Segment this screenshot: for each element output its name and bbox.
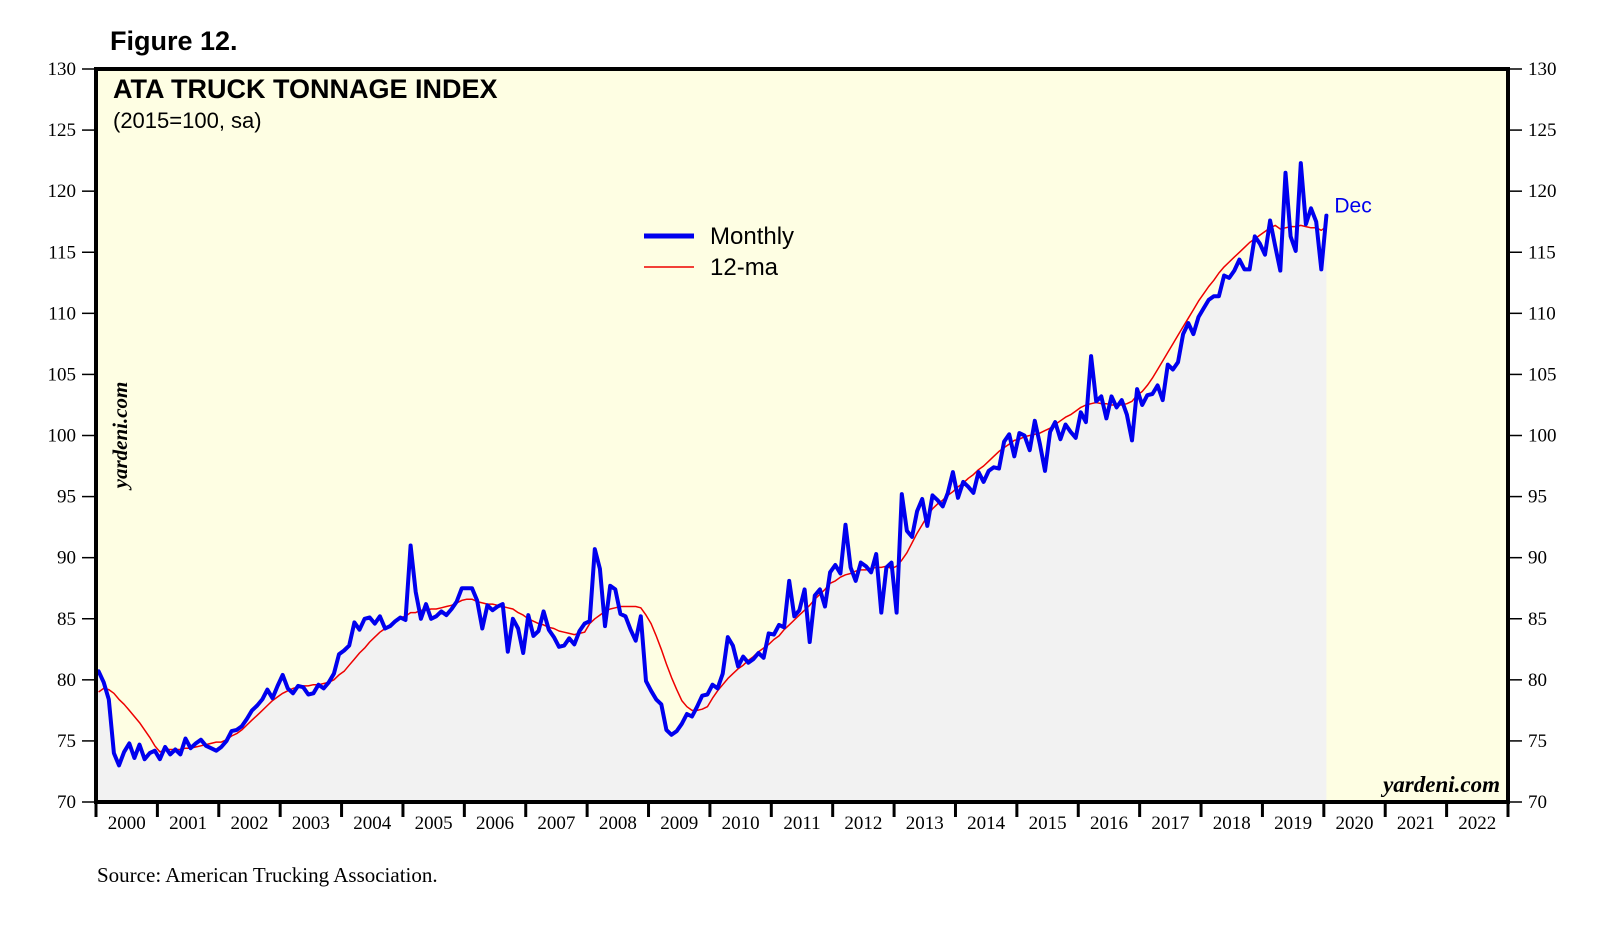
x-tick-label: 2003 — [292, 813, 330, 834]
legend-label-monthly: Monthly — [710, 223, 794, 250]
x-tick-label: 2009 — [660, 813, 698, 834]
x-tick-label: 2015 — [1029, 813, 1067, 834]
y-tick-label-right: 90 — [1528, 548, 1547, 569]
y-tick-label-right: 110 — [1528, 303, 1556, 324]
left-y-axis: 70 75 80 85 90 95 100 105 110 115 120 125 130 — [48, 59, 96, 813]
y-tick-label-right: 125 — [1528, 120, 1557, 141]
y-tick-label-left: 75 — [57, 731, 76, 752]
x-tick-label: 2014 — [967, 813, 1006, 834]
y-tick-label-left: 130 — [48, 59, 77, 80]
x-tick-label: 2001 — [169, 813, 207, 834]
y-tick-label-left: 85 — [57, 609, 76, 630]
y-tick-label-right: 85 — [1528, 609, 1547, 630]
x-tick-label: 2022 — [1458, 813, 1496, 834]
y-tick-label-left: 90 — [57, 548, 76, 569]
watermark-bottom: yardeni.com — [1380, 772, 1500, 797]
y-tick-label-left: 80 — [57, 670, 76, 691]
x-tick-label: 2006 — [476, 813, 514, 834]
x-tick-label: 2021 — [1397, 813, 1435, 834]
x-tick-label: 2000 — [108, 813, 146, 834]
y-tick-label-left: 100 — [48, 426, 77, 447]
x-tick-label: 2007 — [537, 813, 575, 834]
legend: Monthly 12-ma — [644, 223, 794, 281]
y-tick-label-right: 80 — [1528, 670, 1547, 691]
watermark-vertical: yardeni.com — [108, 382, 132, 492]
y-tick-label-left: 120 — [48, 181, 77, 202]
x-tick-label: 2020 — [1336, 813, 1374, 834]
x-tick-label: 2017 — [1151, 813, 1189, 834]
y-tick-label-left: 125 — [48, 120, 77, 141]
area-fill-under-monthly — [96, 163, 1327, 803]
x-tick-label: 2008 — [599, 813, 637, 834]
y-tick-label-right: 105 — [1528, 364, 1557, 385]
y-tick-label-right: 95 — [1528, 487, 1547, 508]
chart-subtitle: (2015=100, sa) — [113, 108, 262, 133]
x-axis: 2000 2001 2002 2003 2004 2005 2006 2007 2008 2009… — [94, 802, 1510, 834]
y-tick-label-right: 120 — [1528, 181, 1557, 202]
y-tick-label-left: 110 — [48, 303, 76, 324]
x-tick-label: 2016 — [1090, 813, 1128, 834]
x-tick-label: 2010 — [722, 813, 760, 834]
series-line-monthly — [96, 161, 1329, 768]
end-annotation: Dec — [1334, 195, 1371, 218]
chart-title: ATA TRUCK TONNAGE INDEX — [113, 74, 498, 104]
x-tick-label: 2013 — [906, 813, 944, 834]
right-y-axis: 70 75 80 85 90 95 100 105 110 115 120 125 130 — [1508, 59, 1557, 813]
y-tick-label-right: 100 — [1528, 426, 1557, 447]
y-tick-label-right: 70 — [1528, 792, 1547, 813]
x-tick-label: 2012 — [844, 813, 882, 834]
x-tick-label: 2011 — [783, 813, 820, 834]
x-tick-label: 2002 — [230, 813, 268, 834]
x-tick-label: 2004 — [353, 813, 392, 834]
y-tick-label-right: 75 — [1528, 731, 1547, 752]
source-note: Source: American Trucking Association. — [97, 863, 438, 887]
y-tick-label-right: 115 — [1528, 242, 1556, 263]
y-tick-label-left: 115 — [48, 242, 76, 263]
plot-frame — [94, 67, 1510, 804]
y-tick-label-left: 70 — [57, 792, 76, 813]
x-tick-label: 2005 — [415, 813, 453, 834]
y-tick-label-left: 95 — [57, 487, 76, 508]
y-tick-label-left: 105 — [48, 364, 77, 385]
y-tick-label-right: 130 — [1528, 59, 1557, 80]
x-tick-label: 2019 — [1274, 813, 1312, 834]
legend-label-12-ma: 12-ma — [710, 254, 779, 281]
x-tick-label: 2018 — [1213, 813, 1251, 834]
figure-label: Figure 12. — [110, 26, 238, 56]
